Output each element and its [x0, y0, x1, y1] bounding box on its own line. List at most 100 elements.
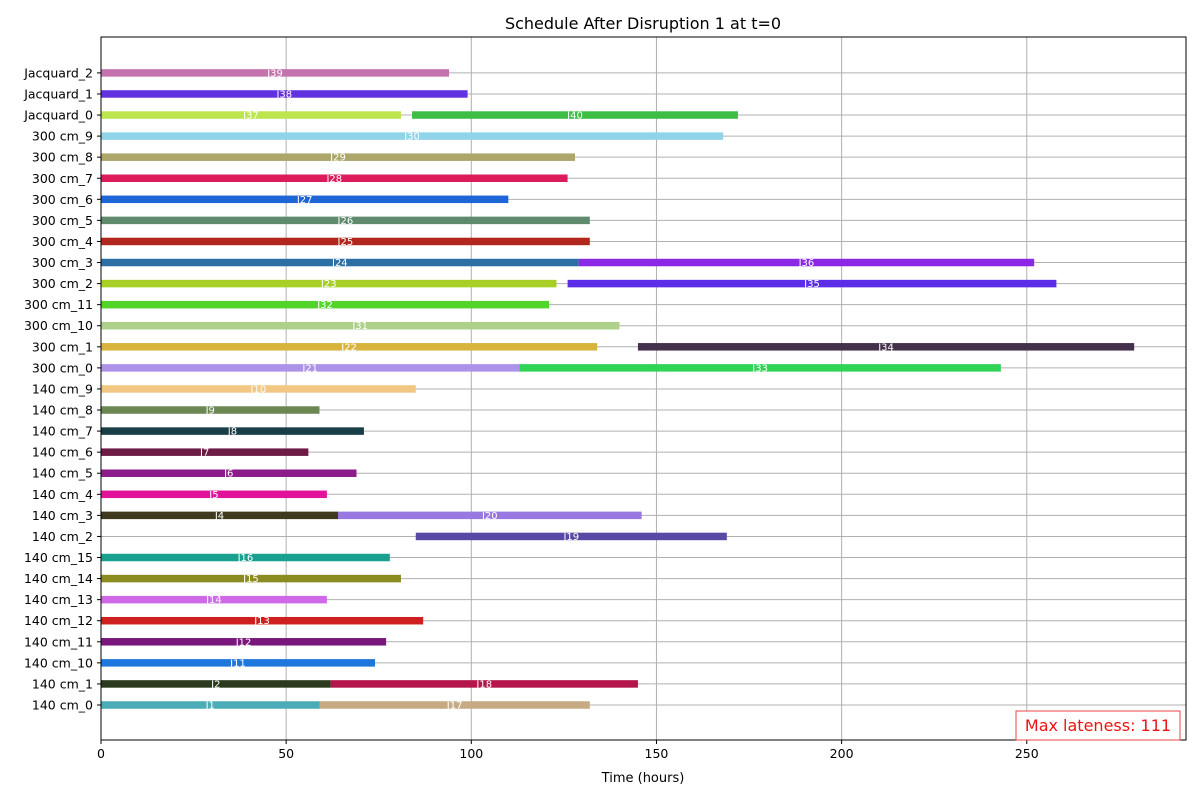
y-tick-label: 140 cm_3: [32, 508, 93, 523]
task-label: J8: [227, 427, 237, 438]
task-bar: [101, 111, 401, 119]
task-label: J20: [481, 511, 498, 522]
task-label: J2: [210, 679, 220, 690]
task-bar: [101, 237, 590, 246]
task-bar: [101, 364, 520, 372]
y-tick-label: 140 cm_11: [24, 634, 93, 649]
task-label: J31: [351, 321, 368, 332]
task-label: J4: [214, 511, 224, 522]
task-label: J27: [296, 195, 313, 206]
task-label: J24: [331, 258, 348, 269]
annotation-text: Max lateness: 111: [1025, 716, 1171, 735]
task-label: J28: [325, 174, 342, 185]
y-tick-label: 140 cm_2: [32, 529, 93, 544]
y-tick-label: Jacquard_2: [23, 65, 93, 80]
task-label: J6: [223, 469, 233, 480]
task-label: J21: [301, 363, 318, 374]
x-tick-label: 150: [645, 746, 669, 761]
task-label: J34: [877, 342, 894, 353]
y-tick-label: 300 cm_2: [32, 276, 93, 291]
task-label: J11: [229, 658, 246, 669]
x-tick-label: 100: [459, 746, 483, 761]
task-bar: [101, 90, 468, 98]
y-tick-label: 140 cm_10: [24, 655, 93, 670]
task-bar: [578, 258, 1035, 267]
y-tick-label: 300 cm_7: [32, 171, 93, 186]
task-label: J23: [320, 279, 337, 290]
task-label: J18: [475, 679, 492, 690]
task-bar: [101, 216, 590, 225]
y-tick-label: 300 cm_9: [32, 129, 93, 144]
y-tick-label: 140 cm_8: [32, 403, 93, 418]
task-label: J14: [205, 595, 222, 606]
task-bar: [415, 532, 727, 541]
task-bar: [101, 153, 575, 161]
task-label: J33: [751, 363, 768, 374]
task-bar: [412, 111, 738, 119]
y-tick-label: 140 cm_9: [32, 381, 93, 396]
task-bar: [101, 321, 620, 330]
axis-ticks: 0 50 100 150 200 250 140 cm_0 140 cm_1 140 cm_10…: [23, 65, 1039, 761]
task-label: J37: [242, 111, 259, 122]
y-tick-label: 300 cm_4: [32, 234, 93, 249]
y-tick-label: 300 cm_11: [24, 297, 93, 312]
task-bar: [101, 553, 390, 562]
task-bar: [101, 574, 401, 583]
task-bar: [101, 469, 357, 477]
x-tick-label: 250: [1015, 746, 1039, 761]
task-bar: [101, 279, 557, 288]
task-bar: [101, 616, 424, 625]
task-label: J19: [562, 532, 579, 543]
task-bar: [101, 659, 376, 667]
task-label: J36: [798, 258, 815, 269]
task-label: J17: [446, 701, 463, 712]
task-bar: [330, 680, 638, 688]
task-label: J16: [237, 553, 254, 564]
task-label: J32: [316, 300, 333, 311]
task-label: J5: [208, 490, 218, 501]
x-tick-label: 0: [97, 746, 105, 761]
task-bar: [101, 448, 309, 456]
task-bar: [101, 406, 320, 414]
max-lateness-annotation: Max lateness: 111: [1015, 710, 1181, 741]
x-axis-label: Time (hours): [601, 771, 685, 786]
task-bar: [101, 69, 450, 77]
y-tick-label: 300 cm_0: [32, 360, 93, 375]
y-tick-label: 300 cm_10: [24, 318, 93, 333]
task-bar: [101, 427, 364, 435]
task-bar: [519, 364, 1001, 372]
task-bar: [101, 132, 724, 140]
task-label: J7: [199, 448, 209, 459]
task-bar: [567, 279, 1057, 288]
y-tick-label: 140 cm_15: [24, 550, 93, 565]
y-tick-label: 300 cm_8: [32, 150, 93, 165]
y-tick-label: 300 cm_3: [32, 255, 93, 270]
task-bar: [101, 511, 338, 520]
y-tick-label: 140 cm_13: [24, 592, 93, 607]
y-tick-label: 140 cm_12: [24, 613, 93, 628]
y-tick-label: 140 cm_1: [32, 676, 93, 691]
y-tick-label: 140 cm_0: [32, 698, 93, 713]
task-label: J1: [205, 701, 215, 712]
task-label: J38: [275, 89, 292, 100]
task-label: J29: [329, 153, 346, 164]
y-tick-label: Jacquard_0: [23, 108, 93, 123]
task-label: J12: [235, 637, 252, 648]
chart-title: Schedule After Disruption 1 at t=0: [505, 14, 781, 33]
task-bar: [101, 343, 598, 351]
x-tick-label: 50: [278, 746, 294, 761]
task-label: J10: [250, 384, 267, 395]
y-tick-label: 140 cm_6: [32, 445, 93, 460]
task-label: J26: [337, 216, 354, 227]
task-bar: [101, 258, 579, 267]
y-tick-label: 300 cm_5: [32, 213, 93, 228]
task-label: J13: [253, 616, 270, 627]
task-label: J39: [266, 68, 283, 79]
y-tick-label: 140 cm_5: [32, 466, 93, 481]
y-tick-label: Jacquard_1: [23, 86, 93, 101]
task-bar: [101, 490, 327, 499]
